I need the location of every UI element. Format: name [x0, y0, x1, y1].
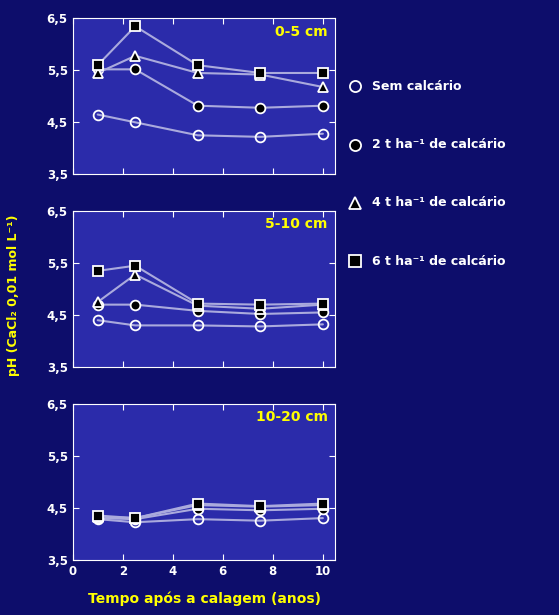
Text: pH (CaCl₂ 0,01 mol L⁻¹): pH (CaCl₂ 0,01 mol L⁻¹) [7, 215, 21, 376]
Text: 6 t ha⁻¹ de calcário: 6 t ha⁻¹ de calcário [372, 255, 505, 268]
Text: Sem calcário: Sem calcário [372, 79, 461, 93]
Text: 2 t ha⁻¹ de calcário: 2 t ha⁻¹ de calcário [372, 138, 505, 151]
Text: 10-20 cm: 10-20 cm [255, 410, 328, 424]
Text: 5-10 cm: 5-10 cm [265, 217, 328, 231]
Text: Tempo após a calagem (anos): Tempo após a calagem (anos) [88, 591, 320, 606]
Text: 0-5 cm: 0-5 cm [275, 25, 328, 39]
Text: 4 t ha⁻¹ de calcário: 4 t ha⁻¹ de calcário [372, 196, 505, 210]
